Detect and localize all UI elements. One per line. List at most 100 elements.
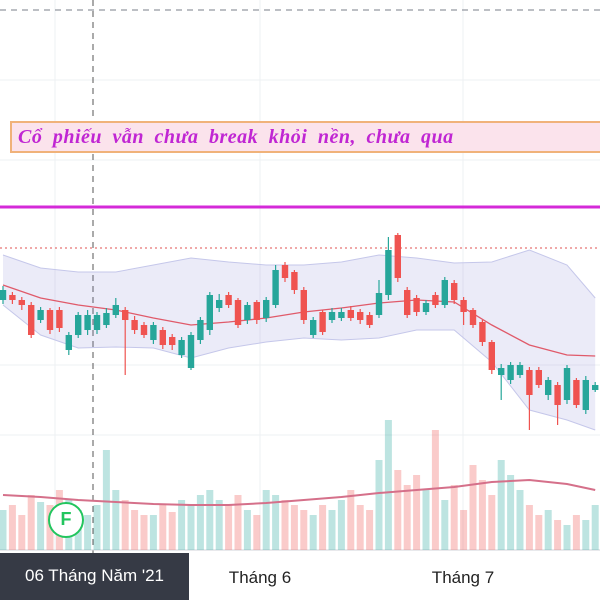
volume-ma: [2, 478, 596, 506]
volume-bar: [413, 475, 421, 550]
candle-body: [394, 235, 401, 278]
candle-body: [554, 385, 561, 405]
volume-bar: [215, 500, 223, 550]
candle-body: [272, 270, 279, 305]
candle-body: [291, 272, 298, 290]
candle-body: [300, 290, 307, 320]
volume-bar: [272, 495, 280, 550]
volume-bar: [516, 490, 524, 550]
candle-body: [253, 302, 260, 320]
crosshair-label: 06 Tháng Năm '21: [0, 553, 189, 600]
volume-bar: [375, 460, 383, 550]
x-tick-label: Tháng 6: [228, 568, 292, 587]
candle-body: [507, 365, 514, 380]
candle-body: [573, 380, 580, 405]
volume-bar: [131, 510, 139, 550]
volume-bar: [159, 505, 167, 550]
volume-bar: [18, 515, 26, 550]
candle-body: [46, 310, 54, 330]
volume-bar: [102, 450, 110, 550]
candle-body: [225, 295, 232, 305]
volume-bar: [431, 430, 439, 550]
candle-body: [498, 368, 505, 375]
candle-body: [563, 368, 571, 400]
candle-body: [338, 312, 345, 318]
candle-body: [404, 290, 411, 315]
volume-bar: [356, 505, 364, 550]
volume-bar: [112, 490, 120, 550]
volume-bar: [168, 512, 176, 550]
candle-body: [122, 310, 129, 320]
grid: [0, 0, 600, 550]
volume-bar: [281, 500, 289, 550]
candle-body: [432, 295, 439, 305]
candle-body: [263, 300, 270, 318]
candle-body: [328, 312, 336, 320]
annotation: Cổ phiếu vẫn chưa break khỏi nền, chưa q…: [10, 121, 600, 153]
candle-body: [592, 385, 599, 390]
volume-bar: [319, 505, 327, 550]
x-tick-label: Tháng 7: [431, 568, 495, 587]
candle-body: [159, 330, 166, 345]
candle-body: [206, 295, 213, 330]
volume-bar: [309, 515, 317, 550]
candle-body: [56, 310, 63, 328]
candle-body: [216, 300, 223, 308]
volume-bar: [450, 485, 458, 550]
candle-body: [441, 280, 448, 305]
candle-body: [244, 305, 251, 320]
volume-bar: [290, 505, 298, 550]
volume-bar: [554, 520, 562, 550]
volume-bar: [497, 460, 505, 550]
plot: [0, 205, 600, 550]
candle-body: [75, 315, 82, 335]
candle-body: [197, 320, 204, 340]
candle-body: [65, 335, 72, 350]
candle-body: [422, 303, 430, 312]
candle-body: [150, 325, 157, 340]
candle-body: [516, 365, 524, 375]
candle-body: [0, 290, 7, 300]
volume-bar: [460, 510, 468, 550]
volume-bar: [140, 515, 148, 550]
volume-bar: [178, 500, 186, 550]
candle-body: [310, 320, 317, 335]
volume-bar: [422, 490, 430, 550]
candle-body: [347, 310, 354, 318]
volume-bar: [441, 500, 449, 550]
volume-bar: [328, 510, 336, 550]
volume-bar: [121, 500, 129, 550]
candle-body: [234, 300, 242, 325]
volume-bar: [225, 505, 233, 550]
event-marker[interactable]: F: [48, 502, 84, 538]
band-lower: [2, 304, 596, 431]
candle-body: [357, 312, 364, 320]
candle-body: [37, 310, 44, 320]
candle-body: [169, 337, 176, 345]
volume-bar: [507, 475, 515, 550]
candle-body: [93, 315, 101, 330]
candle-body: [319, 312, 326, 332]
band-fill: [3, 250, 596, 430]
candle-body: [460, 300, 467, 312]
volume-bar: [93, 505, 101, 550]
candle-body: [385, 250, 392, 295]
volume-bar: [243, 510, 251, 550]
candle-body: [366, 315, 373, 325]
volume-bar: [0, 510, 7, 550]
candle-body: [535, 370, 542, 385]
candle-body: [187, 335, 195, 368]
candle-body: [18, 300, 25, 305]
candle-body: [28, 305, 35, 335]
candle-body: [451, 283, 458, 300]
candle-body: [178, 340, 185, 355]
band-upper: [2, 249, 596, 299]
volume-bar: [544, 510, 552, 550]
volume-bar: [347, 490, 355, 550]
volume-bar: [384, 420, 392, 550]
volume-bar: [234, 495, 242, 550]
volume-bar: [262, 490, 270, 550]
candle-body: [103, 313, 110, 325]
